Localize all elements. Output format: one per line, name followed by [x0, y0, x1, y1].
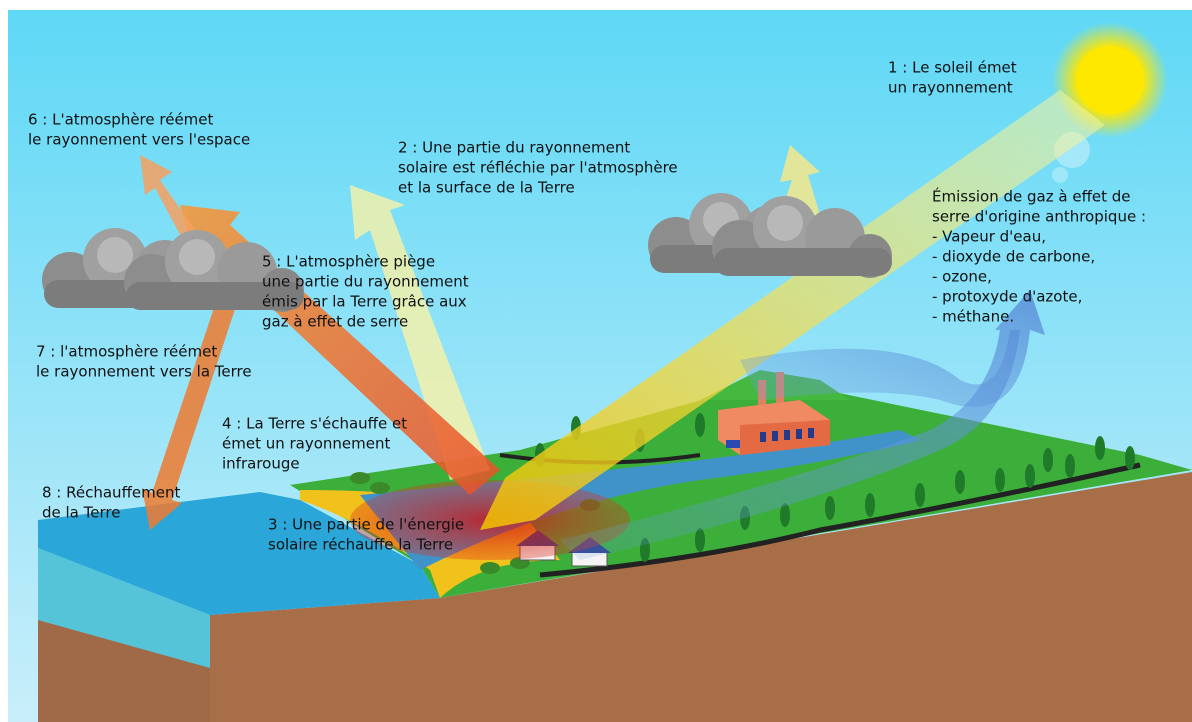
label-line: infrarouge — [222, 455, 300, 473]
factory — [718, 372, 830, 455]
label-line: le rayonnement vers l'espace — [28, 131, 250, 149]
soil-front — [210, 472, 1192, 722]
reflected-arrow — [350, 185, 490, 480]
emission-arrow — [740, 290, 1045, 407]
label-line: et la surface de la Terre — [398, 179, 575, 197]
emission-item: - Vapeur d'eau, — [932, 228, 1046, 246]
soil-side — [38, 620, 210, 722]
river — [360, 430, 920, 570]
label-line: solaire est réfléchie par l'atmosphère — [398, 159, 678, 177]
emission-item: - dioxyde de carbone, — [932, 248, 1095, 266]
label-line: émis par la Terre grâce aux — [262, 293, 467, 311]
label-line: 5 : L'atmosphère piège — [262, 253, 435, 271]
label-line: 3 : Une partie de l'énergie — [268, 516, 464, 534]
labels: 1 : Le soleil émet un rayonnement 2 : Une … — [28, 59, 1146, 554]
label-line: le rayonnement vers la Terre — [36, 363, 252, 381]
label-line: gaz à effet de serre — [262, 313, 408, 331]
emission-title: Émission de gaz à effet de — [932, 187, 1131, 206]
road — [539, 462, 1141, 578]
label-line: 8 : Réchauffement — [42, 484, 180, 502]
emission-item: - ozone, — [932, 268, 992, 286]
emission-arrow — [560, 330, 1020, 560]
label-line: 4 : La Terre s'échauffe et — [222, 415, 407, 433]
emission-item: - méthane. — [932, 308, 1014, 326]
label-line: un rayonnement — [888, 79, 1013, 97]
sea — [38, 492, 440, 615]
label-line: 7 : l'atmosphère réémet — [36, 343, 217, 361]
label-line: une partie du rayonnement — [262, 273, 469, 291]
emission-title: serre d'origine anthropique : — [932, 208, 1146, 226]
label-line: solaire réchauffe la Terre — [268, 536, 453, 554]
label-line: émet un rayonnement — [222, 435, 391, 453]
sun-ray-arrow — [480, 90, 1105, 530]
label-line: 6 : L'atmosphère réémet — [28, 111, 214, 129]
emission-item: - protoxyde d'azote, — [932, 288, 1082, 306]
label-line: de la Terre — [42, 504, 120, 522]
label-line: 1 : Le soleil émet — [888, 59, 1017, 77]
back-radiation-arrow — [142, 300, 238, 530]
label-line: 2 : Une partie du rayonnement — [398, 139, 630, 157]
